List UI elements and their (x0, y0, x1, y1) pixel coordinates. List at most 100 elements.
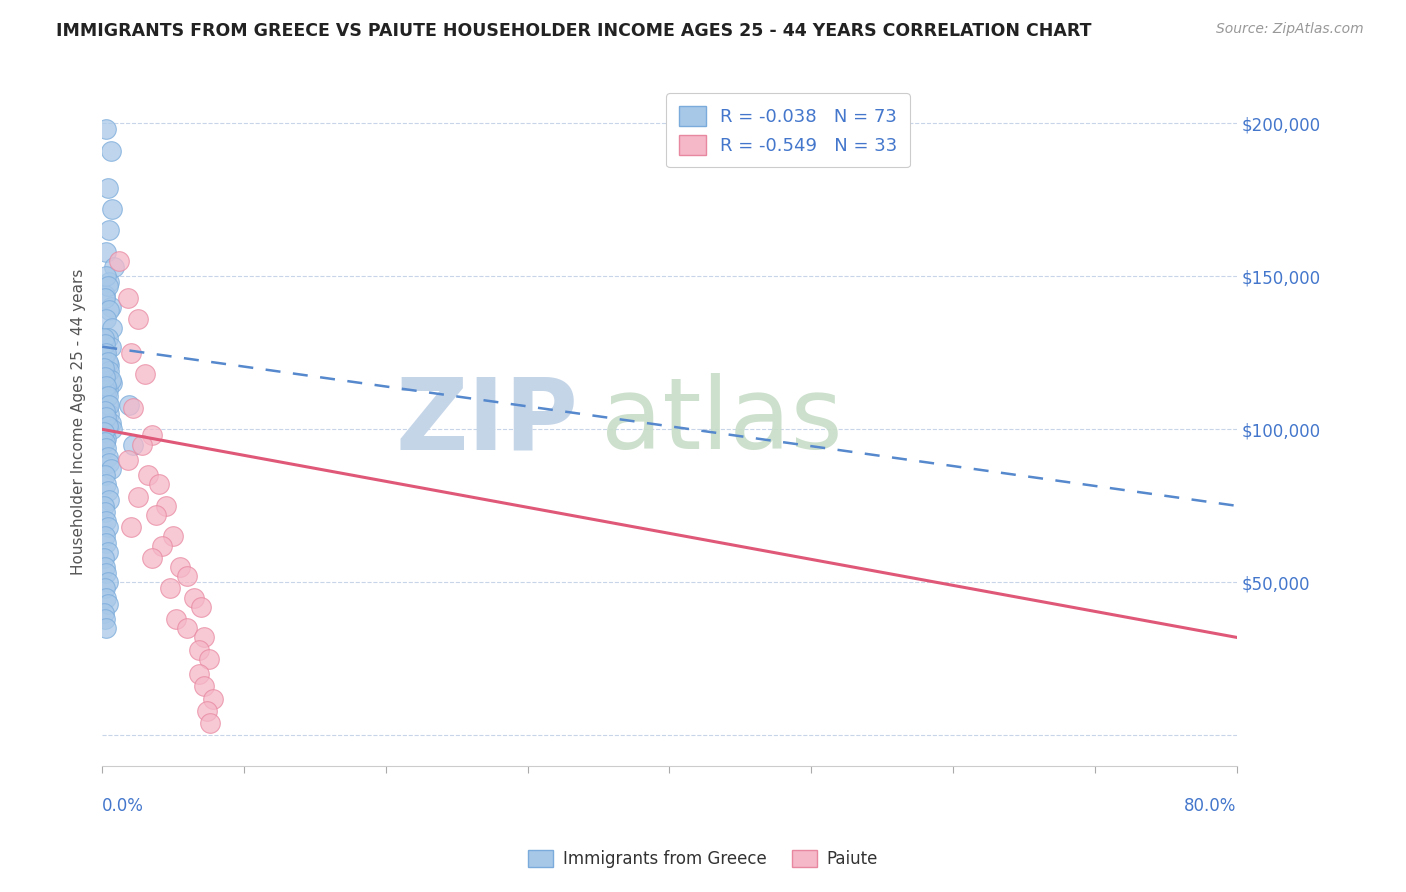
Y-axis label: Householder Income Ages 25 - 44 years: Householder Income Ages 25 - 44 years (72, 268, 86, 574)
Point (96, 591, 118, 605)
Point (93, 550, 115, 565)
Point (176, 621, 198, 635)
Point (97, 545, 120, 559)
Point (93, 425, 115, 440)
Point (187, 642, 209, 657)
Point (93, 606, 115, 620)
Point (96, 379, 118, 393)
Point (101, 422, 124, 436)
Point (201, 691, 224, 706)
Point (97, 483, 120, 498)
Point (94, 560, 117, 574)
Point (96, 535, 118, 549)
Point (96, 122, 118, 136)
Point (190, 599, 212, 614)
Point (141, 550, 163, 565)
Point (195, 704, 218, 718)
Point (97, 419, 120, 434)
Point (94, 505, 117, 519)
Point (94, 529, 117, 543)
Point (94, 336, 117, 351)
Point (131, 437, 153, 451)
Text: 80.0%: 80.0% (1184, 797, 1237, 814)
Point (197, 652, 219, 666)
Point (96, 621, 118, 635)
Point (100, 462, 122, 476)
Point (100, 373, 122, 387)
Point (97, 450, 120, 464)
Point (122, 401, 145, 415)
Point (94, 287, 117, 301)
Point (97, 278, 120, 293)
Point (108, 254, 131, 268)
Point (97, 330, 120, 344)
Point (96, 477, 118, 491)
Point (127, 490, 149, 504)
Point (94, 291, 117, 305)
Point (120, 346, 142, 360)
Point (97, 383, 120, 397)
Point (96, 389, 118, 403)
Point (96, 312, 118, 326)
Text: ZIP: ZIP (396, 373, 579, 470)
Point (97, 520, 120, 534)
Legend: R = -0.038   N = 73, R = -0.549   N = 33: R = -0.038 N = 73, R = -0.549 N = 33 (666, 94, 910, 168)
Point (100, 340, 122, 354)
Point (155, 499, 177, 513)
Point (118, 398, 141, 412)
Point (94, 468, 117, 483)
Point (94, 349, 117, 363)
Point (97, 597, 120, 611)
Point (117, 453, 139, 467)
Point (93, 499, 115, 513)
Point (98, 492, 121, 507)
Point (96, 441, 118, 455)
Text: 0.0%: 0.0% (103, 797, 143, 814)
Point (98, 456, 121, 470)
Point (100, 300, 122, 314)
Point (96, 432, 118, 446)
Point (98, 364, 121, 378)
Point (94, 370, 117, 384)
Point (96, 410, 118, 425)
Point (150, 539, 173, 553)
Point (97, 355, 120, 369)
Point (96, 244, 118, 259)
Point (100, 416, 122, 430)
Point (101, 376, 124, 391)
Point (103, 260, 125, 274)
Point (98, 303, 121, 318)
Point (148, 477, 170, 491)
Text: atlas: atlas (602, 373, 844, 470)
Text: Source: ZipAtlas.com: Source: ZipAtlas.com (1216, 22, 1364, 37)
Point (98, 398, 121, 412)
Point (96, 346, 118, 360)
Point (134, 368, 156, 382)
Point (98, 276, 121, 290)
Point (96, 269, 118, 284)
Point (145, 508, 167, 522)
Point (120, 520, 142, 534)
Point (165, 612, 187, 626)
Point (94, 383, 117, 397)
Point (100, 144, 122, 158)
Point (101, 321, 124, 335)
Point (97, 389, 120, 403)
Point (97, 398, 120, 412)
Point (98, 407, 121, 421)
Point (117, 291, 139, 305)
Point (93, 330, 115, 344)
Point (98, 358, 121, 372)
Point (94, 612, 117, 626)
Point (96, 514, 118, 528)
Point (94, 434, 117, 449)
Point (169, 560, 191, 574)
Point (122, 437, 145, 451)
Point (141, 428, 163, 442)
Point (94, 404, 117, 418)
Point (159, 582, 181, 596)
Legend: Immigrants from Greece, Paiute: Immigrants from Greece, Paiute (522, 843, 884, 875)
Point (162, 529, 184, 543)
Point (193, 631, 215, 645)
Point (187, 667, 209, 681)
